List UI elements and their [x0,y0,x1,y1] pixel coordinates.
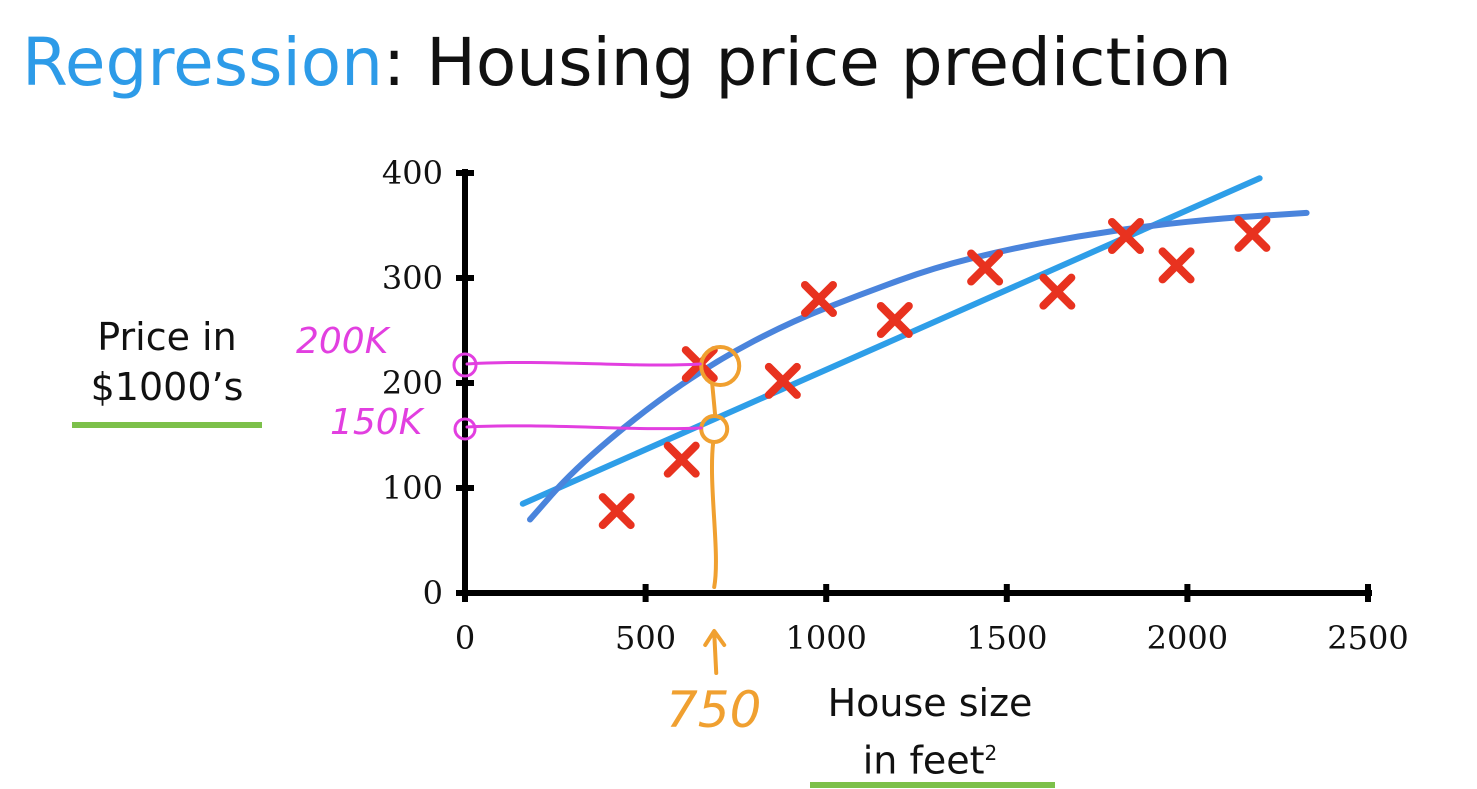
x-marker-stroke [876,302,913,338]
x-tick-label: 2500 [1327,619,1408,657]
y-axis-label-underline [72,422,262,428]
highlight-circle-curve [699,345,742,387]
pink-annotation-200k: 200K [296,321,391,362]
pink-annotation-150k: 150K [330,402,425,443]
x-tick-label: 0 [455,619,475,657]
x-marker-stroke [598,493,635,530]
x-axis-label-line1: House size [827,681,1033,725]
orange-annotation-750: 750 [666,681,761,739]
x-tick-label: 500 [615,619,676,657]
x-axis-label-underline [810,782,1055,788]
data-point-x-marker [876,302,913,338]
chart-fits [519,175,1310,523]
x-marker-stroke [967,249,1004,286]
x-axis-label-line2: in feet2 [800,728,1060,786]
data-point-x-marker [800,281,837,317]
data-point-x-marker [598,493,635,530]
x-marker-stroke [663,441,700,478]
y-axis-label-line2: $1000’s [90,365,244,409]
y-axis-label-line1: Price in [97,315,237,359]
pink-guide-line-high [465,360,702,367]
chart-ticks: 0 500 1000 1500 2000 2500 0 100 200 300 400 [382,154,1409,657]
data-point-x-marker [1039,273,1076,310]
y-tick-label: 400 [382,154,443,192]
data-point-x-marker [663,441,700,478]
x-tick-label: 1000 [785,619,866,657]
slide-title: Regression: Housing price prediction [22,18,1232,108]
x-axis-label: House size in feet2 [800,678,1060,786]
x-marker-stroke [764,362,801,399]
orange-arrow [703,629,727,675]
x-axis-label-unit: in feet [862,738,985,783]
data-point-x-marker [1107,218,1144,254]
data-point-x-marker [967,249,1004,286]
title-rest: : Housing price prediction [383,24,1232,101]
data-point-x-marker [1158,247,1195,284]
x-marker-stroke [800,281,837,317]
y-axis-label: Price in $1000’s [62,312,272,412]
y-tick-label: 0 [423,574,443,612]
chart-annotations: 750 200K 150K [296,321,761,739]
x-marker-stroke [1158,247,1195,284]
x-tick-label: 1500 [966,619,1047,657]
chart-axes [462,169,1372,596]
pink-circle-low [453,417,477,441]
y-tick-label: 300 [382,259,443,297]
fit-line [519,175,1263,507]
y-tick-label: 100 [382,469,443,507]
data-point-x-marker [764,362,801,399]
title-keyword: Regression [22,24,384,101]
x-axis-label-superscript: 2 [984,741,998,765]
x-marker-stroke [1039,273,1076,310]
x-marker-stroke [1234,215,1271,252]
x-marker-stroke [1107,218,1144,254]
orange-guide-line [709,382,718,589]
pink-guide-line-low [465,424,703,431]
data-point-x-marker [1234,215,1271,252]
x-tick-label: 2000 [1147,619,1228,657]
y-tick-label: 200 [382,364,443,402]
pink-circle-high [452,352,478,378]
